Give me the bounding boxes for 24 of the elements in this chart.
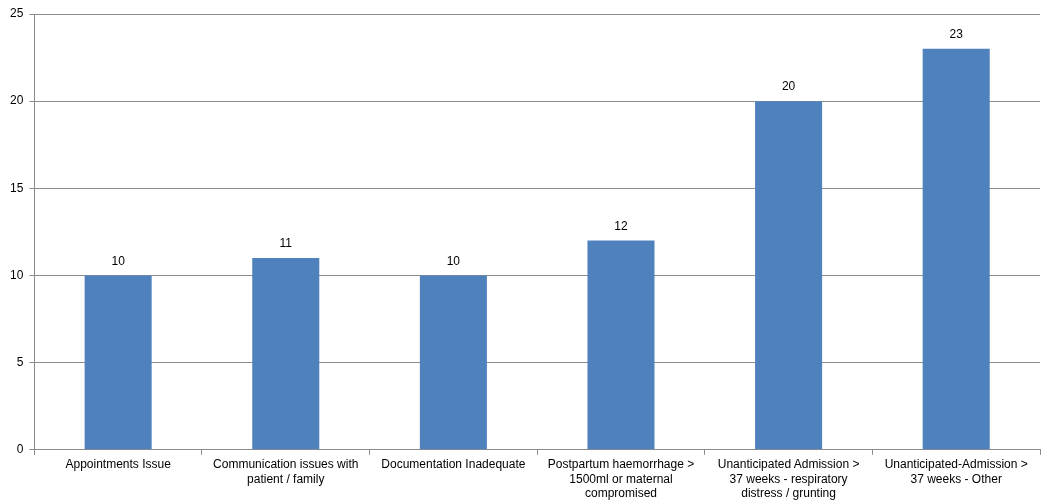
data-label: 20 bbox=[781, 79, 796, 94]
data-label: 12 bbox=[614, 218, 628, 233]
bar bbox=[922, 48, 990, 450]
x-tick-label: Unanticipated Admission > 37 weeks - respiratory distress / grunting bbox=[717, 457, 860, 501]
y-tick-label: 0 bbox=[16, 442, 24, 457]
x-tick-label: Unanticipated-Admission > 37 weeks - Other bbox=[884, 457, 1028, 486]
x-tick-label: Postpartum haemorrhage > 1500ml or maternal compromised bbox=[547, 457, 695, 501]
x-tick-label: Appointments Issue bbox=[65, 457, 172, 472]
data-label: 10 bbox=[446, 253, 461, 268]
y-tick-label: 20 bbox=[9, 93, 24, 108]
data-label: 23 bbox=[949, 27, 964, 42]
bar bbox=[252, 258, 320, 450]
bar bbox=[84, 275, 152, 450]
y-tick-label: 15 bbox=[9, 180, 24, 195]
x-tick-label: Documentation Inadequate bbox=[381, 457, 526, 472]
bar bbox=[587, 240, 655, 450]
bar bbox=[755, 101, 823, 450]
x-tick-label: Communication issues with patient / family bbox=[213, 457, 359, 486]
y-tick-label: 5 bbox=[16, 354, 24, 369]
bar bbox=[419, 275, 487, 450]
data-label: 10 bbox=[111, 253, 126, 268]
y-tick-label: 10 bbox=[9, 267, 24, 282]
data-label: 11 bbox=[279, 236, 293, 251]
y-tick-label: 25 bbox=[9, 6, 24, 21]
